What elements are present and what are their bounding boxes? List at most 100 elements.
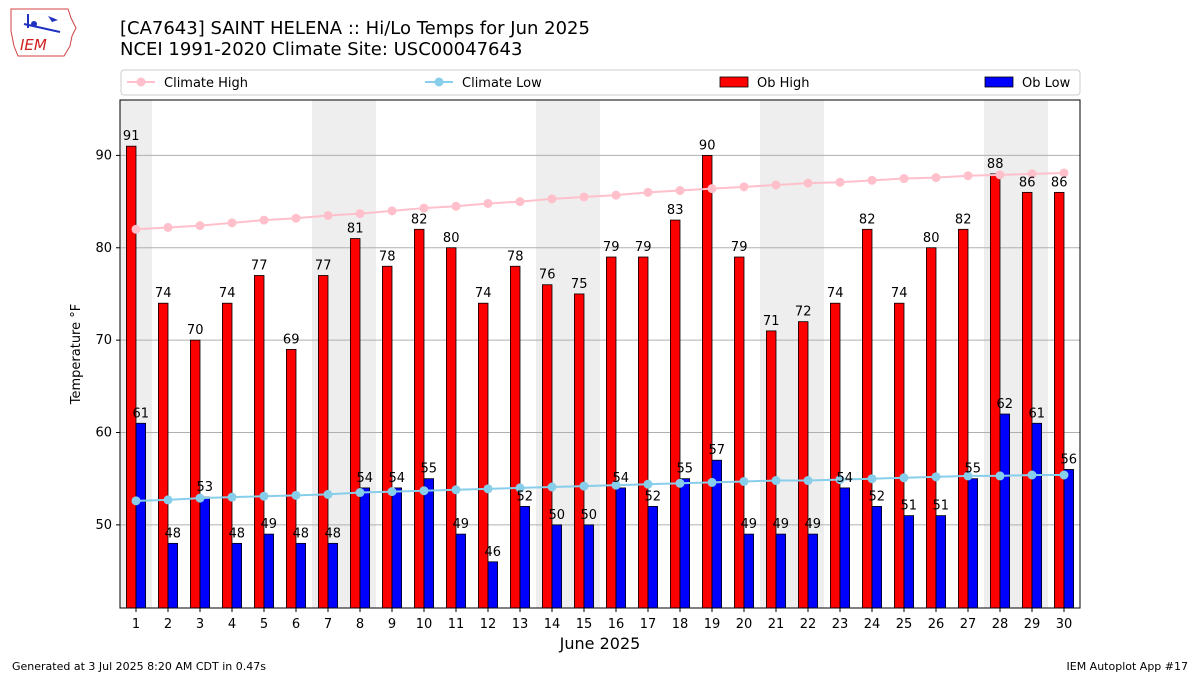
climate-high-point	[739, 182, 749, 192]
ob-high-label: 74	[827, 286, 844, 301]
ob-high-label: 88	[987, 157, 1004, 172]
legend-climate-high-marker	[136, 77, 146, 87]
climate-low-point	[1027, 470, 1037, 480]
x-tick-label: 16	[608, 617, 625, 632]
climate-high-point	[547, 194, 557, 204]
climate-low-point	[1059, 470, 1069, 480]
climate-low-point	[227, 492, 237, 502]
climate-high-point	[163, 222, 173, 232]
ob-low-bar	[999, 413, 1011, 609]
climate-high-line	[135, 171, 1065, 231]
climate-high-point	[387, 206, 397, 216]
y-tick-label: 80	[95, 241, 112, 256]
ob-high-bar	[862, 228, 873, 609]
climate-low-point	[483, 484, 493, 494]
x-tick-label: 15	[576, 617, 593, 632]
ob-low-bar	[967, 478, 979, 609]
ob-high-label: 72	[795, 305, 812, 320]
ob-low-label: 52	[645, 489, 662, 504]
ob-low-bar	[423, 478, 435, 609]
climate-low-line	[135, 473, 1064, 502]
climate-low-point	[675, 478, 685, 488]
x-tick-label: 7	[324, 617, 332, 632]
x-tick-label: 25	[896, 617, 913, 632]
climate-high-point	[867, 175, 877, 185]
ob-low-bar	[167, 542, 179, 609]
title-line-1: [CA7643] SAINT HELENA :: Hi/Lo Temps for…	[120, 18, 590, 39]
ob-low-label: 55	[421, 462, 438, 477]
ob-high-label: 79	[603, 240, 620, 255]
ob-high-bar	[734, 256, 745, 609]
ob-low-bar	[199, 496, 211, 609]
ob-low-label: 49	[805, 517, 822, 532]
ob-low-label: 49	[773, 517, 790, 532]
ob-high-bar	[221, 302, 233, 609]
legend-ob-high-swatch	[719, 76, 749, 88]
ob-high-bar	[638, 256, 649, 609]
ob-high-bar	[670, 219, 681, 609]
ob-high-bar	[189, 339, 201, 609]
x-tick-label: 26	[928, 617, 945, 632]
ob-low-label: 56	[1061, 452, 1078, 467]
ob-high-label: 77	[251, 258, 268, 273]
ob-low-bar	[583, 524, 595, 609]
climate-high-point	[803, 178, 813, 188]
x-tick-label: 17	[640, 617, 657, 632]
climate-high-point	[579, 192, 589, 202]
climate-low-point	[867, 474, 877, 484]
ob-high-label: 77	[315, 258, 332, 273]
climate-high-point	[899, 174, 909, 184]
ob-high-label: 74	[475, 286, 492, 301]
ob-high-bar	[317, 275, 329, 609]
footer-app: IEM Autoplot App #17	[1066, 660, 1189, 673]
ob-low-bar	[679, 478, 691, 609]
ob-high-bar	[157, 302, 169, 609]
y-tick-label: 60	[95, 426, 112, 441]
ob-high-label: 79	[731, 240, 748, 255]
ob-high-bar	[445, 247, 457, 609]
climate-high-point	[195, 221, 205, 231]
x-tick-label: 20	[736, 617, 753, 632]
ob-high-bar	[477, 302, 489, 609]
ob-low-bar	[807, 533, 819, 609]
ob-low-label: 48	[293, 526, 310, 541]
ob-low-bar	[1031, 422, 1043, 609]
ob-high-label: 82	[411, 212, 428, 227]
climate-high-point	[707, 184, 717, 194]
ob-high-label: 81	[347, 222, 364, 237]
climate-low-point	[163, 495, 173, 505]
ob-high-label: 71	[763, 314, 780, 329]
x-tick-label: 12	[480, 617, 497, 632]
ob-low-label: 52	[869, 489, 886, 504]
ob-high-bar	[702, 155, 713, 609]
climate-high-point	[771, 180, 781, 190]
ob-low-label: 49	[741, 517, 758, 532]
ob-high-bar	[253, 275, 265, 609]
ob-low-label: 54	[357, 471, 374, 486]
x-tick-label: 5	[260, 617, 268, 632]
ob-low-bar	[263, 533, 275, 609]
climate-high-point	[259, 215, 269, 225]
ob-high-label: 86	[1019, 175, 1036, 190]
x-tick-label: 30	[1056, 617, 1073, 632]
x-tick-label: 28	[992, 617, 1009, 632]
iowa-map-logo-icon: IEM	[10, 8, 77, 57]
ob-high-bar	[1054, 191, 1065, 609]
title-line-2: NCEI 1991-2020 Climate Site: USC00047643	[120, 39, 523, 60]
x-tick-label: 9	[388, 617, 396, 632]
climate-low-point	[739, 476, 749, 486]
climate-low-point	[995, 471, 1005, 481]
ob-low-label: 48	[165, 526, 182, 541]
ob-low-label: 50	[581, 508, 598, 523]
ob-low-label: 54	[613, 471, 630, 486]
ob-high-label: 86	[1051, 175, 1068, 190]
ob-high-label: 82	[955, 212, 972, 227]
climate-low-point	[579, 481, 589, 491]
x-axis-label: June 2025	[559, 634, 641, 653]
ob-high-label: 78	[379, 249, 396, 264]
climate-low-point	[387, 487, 397, 497]
ob-low-bar	[455, 533, 467, 609]
climate-high-point	[931, 173, 941, 183]
ob-high-bar	[1022, 191, 1033, 609]
climate-high-point	[131, 224, 141, 234]
